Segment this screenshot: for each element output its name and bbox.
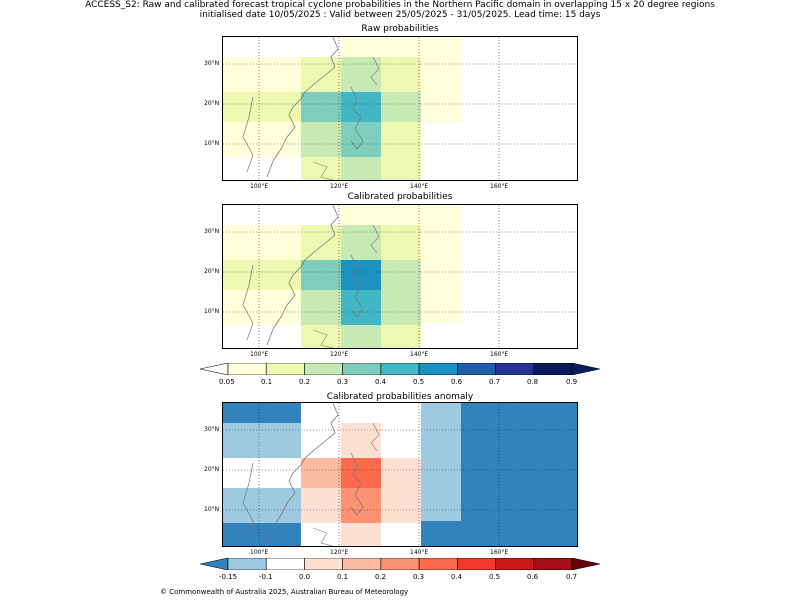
colorbar-tick: 0.6	[527, 573, 539, 581]
lon-label: 120°E	[330, 183, 349, 190]
colorbar-tick: 0.1	[337, 573, 349, 581]
probability-colorbar-swatch	[304, 363, 343, 375]
lon-label: 100°E	[250, 351, 269, 358]
colorbar-tick: 0.8	[527, 378, 539, 386]
colorbar-tick: 0.7	[489, 378, 501, 386]
colorbar-tick: 0.6	[451, 378, 463, 386]
colorbar-tick: 0.5	[413, 378, 425, 386]
lon-label: 140°E	[410, 351, 429, 358]
colorbar-tick: -0.15	[219, 573, 238, 581]
anomaly-colorbar-swatch	[380, 558, 420, 570]
anomaly-colorbar-swatch	[265, 558, 305, 570]
figure-title-line1: ACCESS_S2: Raw and calibrated forecast t…	[85, 0, 715, 10]
panel-title-anomaly: Calibrated probabilities anomaly	[326, 392, 474, 402]
map-panel-raw: 30°N	[222, 36, 578, 181]
anomaly-colorbar-swatch	[533, 558, 573, 570]
probability-colorbar-swatch	[418, 363, 458, 375]
colorbar-tick: 0.3	[337, 378, 349, 386]
anomaly-colorbar-swatch	[304, 558, 343, 570]
colorbar-tick: 0.2	[375, 573, 387, 581]
panel-title-calibrated: Calibrated probabilities	[347, 192, 453, 202]
anomaly-map	[223, 403, 577, 546]
lon-label: 160°E	[490, 351, 509, 358]
panel-title-raw: Raw probabilities	[361, 24, 439, 34]
anomaly-colorbar	[200, 558, 600, 570]
lon-label: 140°E	[410, 549, 429, 556]
anomaly-colorbar-swatch	[227, 558, 267, 570]
colorbar-tick: 0.2	[299, 378, 311, 386]
figure-title-line2: initialised date 10/05/2025 : Valid betw…	[199, 10, 601, 20]
probability-colorbar-swatch	[342, 363, 382, 375]
colorbar-tick: 0.3	[413, 573, 425, 581]
map-panel-anomaly	[222, 402, 578, 547]
anomaly-colorbar-swatch	[418, 558, 458, 570]
probability-colorbar-swatch	[380, 363, 420, 375]
probability-colorbar	[200, 363, 600, 375]
probability-colorbar-swatch	[265, 363, 305, 375]
calibrated-probability-map	[223, 205, 577, 348]
colorbar-tick: 0.9	[566, 378, 578, 386]
probability-colorbar-swatch	[533, 363, 573, 375]
lon-label: 120°E	[330, 549, 349, 556]
lon-label: 120°E	[330, 351, 349, 358]
lat-label: 10°N	[204, 140, 220, 147]
colorbar-tick: -0.1	[259, 573, 273, 581]
lon-label: 140°E	[410, 183, 429, 190]
lon-label: 100°E	[250, 549, 269, 556]
copyright-notice: © Commonwealth of Australia 2025, Austra…	[160, 588, 409, 596]
colorbar-tick: 0.7	[566, 573, 578, 581]
lat-label: 20°N	[204, 466, 220, 473]
lat-label: 30°N	[204, 60, 220, 67]
probability-colorbar-swatch	[495, 363, 535, 375]
colorbar-tick: 0.1	[261, 378, 273, 386]
lon-label: 160°E	[490, 549, 509, 556]
lat-label: 30°N	[204, 228, 220, 235]
probability-colorbar-swatch	[227, 363, 267, 375]
lat-label: 30°N	[204, 426, 220, 433]
colorbar-tick: 0.4	[375, 378, 387, 386]
anomaly-colorbar-swatch	[342, 558, 382, 570]
colorbar-tick: 0.5	[489, 573, 501, 581]
colorbar-tick: 0.05	[219, 378, 235, 386]
anomaly-colorbar-swatch	[457, 558, 496, 570]
lon-label: 160°E	[490, 183, 509, 190]
map-panel-calibrated	[222, 204, 578, 349]
lat-label: 20°N	[204, 100, 220, 107]
anomaly-colorbar-swatch	[495, 558, 535, 570]
lon-label: 100°E	[250, 183, 269, 190]
lat-label: 10°N	[204, 506, 220, 513]
lat-label: 10°N	[204, 308, 220, 315]
probability-colorbar-swatch	[457, 363, 496, 375]
lat-label: 20°N	[204, 268, 220, 275]
colorbar-tick: 0.0	[299, 573, 311, 581]
colorbar-tick: 0.4	[451, 573, 463, 581]
raw-probability-map	[223, 37, 577, 180]
